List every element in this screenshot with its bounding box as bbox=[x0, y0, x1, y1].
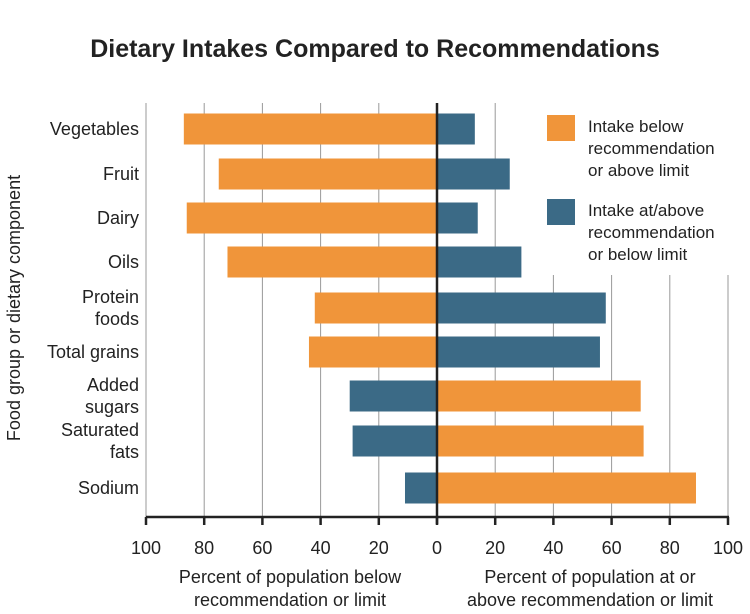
x-axis-title-right: above recommendation or limit bbox=[467, 590, 713, 610]
legend-label: Intake below bbox=[588, 117, 684, 136]
legend-label: Intake at/above bbox=[588, 201, 704, 220]
legend-swatch bbox=[547, 199, 575, 225]
category-label: Fruit bbox=[103, 164, 139, 184]
bar-at-above bbox=[404, 472, 437, 504]
bar-below bbox=[314, 292, 437, 324]
bar-below bbox=[437, 425, 644, 457]
bar-at-above bbox=[352, 425, 437, 457]
x-tick-label: 100 bbox=[713, 538, 743, 558]
x-tick-label: 80 bbox=[660, 538, 680, 558]
x-tick-label: 80 bbox=[194, 538, 214, 558]
x-tick-label: 20 bbox=[485, 538, 505, 558]
category-label: sugars bbox=[85, 397, 139, 417]
legend-label: or below limit bbox=[588, 245, 687, 264]
bar-below bbox=[227, 246, 437, 278]
category-label: Oils bbox=[108, 252, 139, 272]
x-tick-label: 40 bbox=[543, 538, 563, 558]
x-tick-label: 60 bbox=[252, 538, 272, 558]
category-label: foods bbox=[95, 309, 139, 329]
bar-below bbox=[437, 472, 696, 504]
y-axis-title: Food group or dietary component bbox=[4, 175, 24, 441]
category-label: fats bbox=[110, 442, 139, 462]
x-tick-label: 20 bbox=[369, 538, 389, 558]
x-tick-label: 0 bbox=[432, 538, 442, 558]
legend-label: or above limit bbox=[588, 161, 689, 180]
category-label: Protein bbox=[82, 287, 139, 307]
x-axis-title-left: Percent of population below bbox=[179, 567, 402, 587]
category-label: Vegetables bbox=[50, 119, 139, 139]
category-label: Sodium bbox=[78, 478, 139, 498]
bar-at-above bbox=[437, 292, 606, 324]
legend-swatch bbox=[547, 115, 575, 141]
x-axis-title-right: Percent of population at or bbox=[484, 567, 695, 587]
bar-below bbox=[186, 202, 437, 234]
bar-below bbox=[183, 113, 437, 145]
category-label: Saturated bbox=[61, 420, 139, 440]
bar-at-above bbox=[437, 202, 478, 234]
bar-at-above bbox=[437, 158, 510, 190]
chart-title: Dietary Intakes Compared to Recommendati… bbox=[90, 35, 660, 63]
bar-at-above bbox=[437, 113, 475, 145]
bar-at-above bbox=[349, 380, 437, 412]
category-label: Total grains bbox=[47, 342, 139, 362]
bar-below bbox=[437, 380, 641, 412]
bar-at-above bbox=[437, 246, 522, 278]
legend-label: recommendation bbox=[588, 223, 715, 242]
x-axis-title-left: recommendation or limit bbox=[194, 590, 386, 610]
legend-label: recommendation bbox=[588, 139, 715, 158]
bar-below bbox=[218, 158, 437, 190]
x-tick-label: 100 bbox=[131, 538, 161, 558]
category-label: Dairy bbox=[97, 208, 139, 228]
bar-below bbox=[308, 336, 437, 368]
category-label: Added bbox=[87, 375, 139, 395]
x-tick-label: 60 bbox=[602, 538, 622, 558]
x-tick-label: 40 bbox=[311, 538, 331, 558]
bar-at-above bbox=[437, 336, 600, 368]
